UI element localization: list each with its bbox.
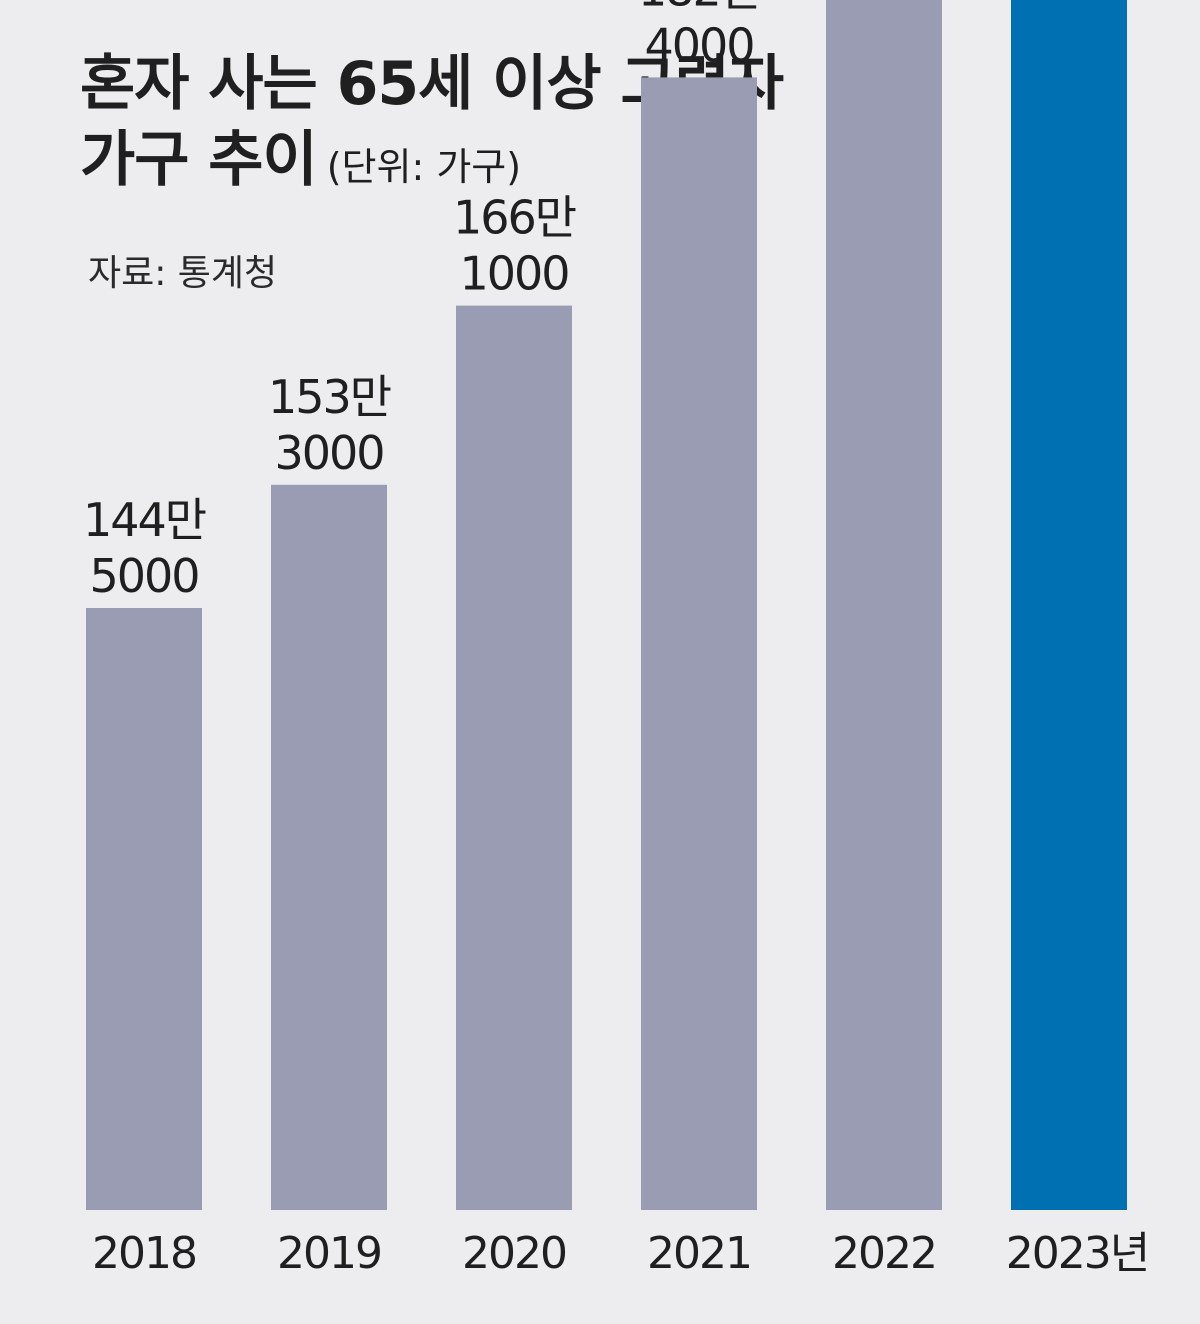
data-label-2019-line2: 3000 — [274, 426, 383, 480]
data-label-2020-line2: 1000 — [459, 247, 568, 301]
data-label-2018-line1: 144만 — [83, 493, 206, 547]
x-tick-label-2022: 2022 — [832, 1228, 936, 1279]
x-tick-label-2020: 2020 — [462, 1228, 566, 1279]
bar-2021 — [641, 77, 757, 1210]
unit-note: (단위: 가구) — [326, 145, 522, 189]
data-label-2021-line2: 4000 — [644, 18, 753, 72]
title-line-2: 가구 추이 — [80, 125, 318, 195]
source-note: 자료: 통계청 — [88, 253, 278, 294]
x-tick-label-2019: 2019 — [277, 1228, 381, 1279]
data-label-2021-line1: 182만 — [638, 0, 761, 16]
title-line-2-wrap: 가구 추이 (단위: 가구) — [80, 122, 783, 205]
x-tick-label-2021: 2021 — [647, 1228, 751, 1279]
data-label-2018-line2: 5000 — [89, 549, 198, 603]
bar-2019 — [271, 484, 387, 1210]
data-label-2020-line1: 166만 — [453, 191, 576, 245]
bar-2020 — [456, 305, 572, 1211]
bar-2018 — [86, 608, 202, 1210]
x-tick-label-2018: 2018 — [92, 1228, 196, 1279]
data-label-2019-line1: 153만 — [268, 370, 391, 424]
bar-2022 — [826, 0, 942, 1210]
x-tick-label-2023년: 2023년 — [1006, 1228, 1148, 1279]
bar-2023년 — [1011, 0, 1127, 1210]
